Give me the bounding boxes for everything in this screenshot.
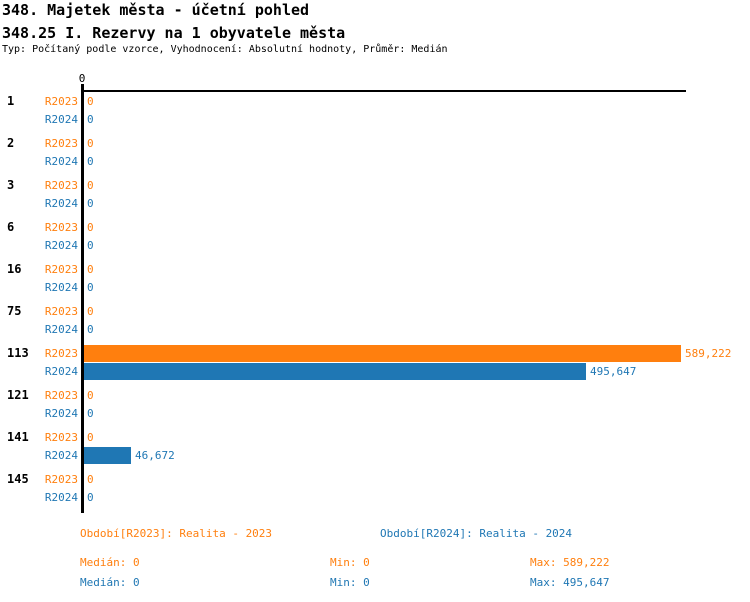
bar-row: R2024 0 (0, 195, 750, 212)
bar-row: 141 R2023 0 (0, 429, 750, 446)
stat-median-r2023: Medián: 0 (80, 556, 140, 569)
bar-value-label: 0 (87, 323, 94, 336)
series-label: R2023 (44, 95, 78, 108)
bar-row: 6 R2023 0 (0, 219, 750, 236)
bar-value-label: 0 (87, 407, 94, 420)
bar-value-label: 0 (87, 473, 94, 486)
category-label: 16 (7, 262, 22, 276)
bar-value-label: 0 (87, 113, 94, 126)
series-label: R2023 (44, 179, 78, 192)
bar-value-label: 0 (87, 137, 94, 150)
series-label: R2024 (44, 323, 78, 336)
series-label: R2024 (44, 155, 78, 168)
bar-value-label: 0 (87, 305, 94, 318)
report-subtitle: 348.25 I. Rezervy na 1 obyvatele města (2, 24, 346, 42)
bar-row: R2024 0 (0, 153, 750, 170)
zero-tick-label: 0 (78, 72, 86, 85)
series-label: R2024 (44, 197, 78, 210)
bar-value-label: 589,222 (685, 347, 732, 360)
report-title: 348. Majetek města - účetní pohled (2, 1, 310, 19)
bar-row: R2024 0 (0, 489, 750, 506)
bar (84, 447, 131, 464)
bar-row: 113 R2023 589,222 (0, 345, 750, 362)
series-label: R2024 (44, 449, 78, 462)
bar-value-label: 0 (87, 389, 94, 402)
bar-row: 2 R2023 0 (0, 135, 750, 152)
category-label: 3 (7, 178, 15, 192)
series-label: R2024 (44, 281, 78, 294)
legend-r2023: Období[R2023]: Realita - 2023 (80, 527, 273, 540)
series-label: R2023 (44, 137, 78, 150)
category-label: 145 (7, 472, 29, 486)
bar-row: 121 R2023 0 (0, 387, 750, 404)
series-label: R2024 (44, 491, 78, 504)
series-label: R2023 (44, 347, 78, 360)
bar-value-label: 495,647 (590, 365, 637, 378)
stat-max-r2024: Max: 495,647 (530, 576, 610, 589)
bar-row: 16 R2023 0 (0, 261, 750, 278)
category-axis-baseline (81, 84, 84, 513)
series-label: R2023 (44, 263, 78, 276)
bar-row: R2024 495,647 (0, 363, 750, 380)
series-label: R2024 (44, 365, 78, 378)
bar-row: 145 R2023 0 (0, 471, 750, 488)
series-label: R2023 (44, 473, 78, 486)
stat-max-r2023: Max: 589,222 (530, 556, 610, 569)
series-label: R2023 (44, 305, 78, 318)
bar-value-label: 0 (87, 431, 94, 444)
bar-value-label: 0 (87, 95, 94, 108)
bar-value-label: 0 (87, 155, 94, 168)
value-axis-line (81, 90, 686, 92)
series-label: R2024 (44, 239, 78, 252)
bar-value-label: 46,672 (135, 449, 175, 462)
stat-min-r2024: Min: 0 (330, 576, 370, 589)
bar-value-label: 0 (87, 281, 94, 294)
bar-row: R2024 0 (0, 321, 750, 338)
stat-median-r2024: Medián: 0 (80, 576, 140, 589)
category-label: 141 (7, 430, 29, 444)
report-meta-line: Typ: Počítaný podle vzorce, Vyhodnocení:… (2, 44, 448, 55)
bar (84, 363, 586, 380)
series-label: R2023 (44, 221, 78, 234)
series-label: R2024 (44, 407, 78, 420)
bar-value-label: 0 (87, 239, 94, 252)
legend-r2024: Období[R2024]: Realita - 2024 (380, 527, 573, 540)
bar-value-label: 0 (87, 221, 94, 234)
category-label: 2 (7, 136, 15, 150)
bar-row: R2024 0 (0, 279, 750, 296)
bar-row: 1 R2023 0 (0, 93, 750, 110)
category-label: 121 (7, 388, 29, 402)
stat-min-r2023: Min: 0 (330, 556, 370, 569)
bar-row: R2024 0 (0, 405, 750, 422)
bar-value-label: 0 (87, 197, 94, 210)
category-label: 6 (7, 220, 15, 234)
bar-row: R2024 0 (0, 111, 750, 128)
bar-value-label: 0 (87, 179, 94, 192)
series-label: R2023 (44, 431, 78, 444)
category-label: 113 (7, 346, 29, 360)
bar (84, 345, 681, 362)
bar-row: 3 R2023 0 (0, 177, 750, 194)
series-label: R2023 (44, 389, 78, 402)
bar-row: R2024 46,672 (0, 447, 750, 464)
category-label: 75 (7, 304, 22, 318)
bar-row: R2024 0 (0, 237, 750, 254)
bar-value-label: 0 (87, 491, 94, 504)
category-label: 1 (7, 94, 15, 108)
bar-value-label: 0 (87, 263, 94, 276)
series-label: R2024 (44, 113, 78, 126)
bar-row: 75 R2023 0 (0, 303, 750, 320)
